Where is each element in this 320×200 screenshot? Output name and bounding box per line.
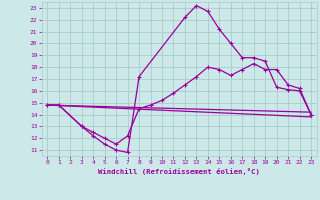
- X-axis label: Windchill (Refroidissement éolien,°C): Windchill (Refroidissement éolien,°C): [98, 168, 260, 175]
